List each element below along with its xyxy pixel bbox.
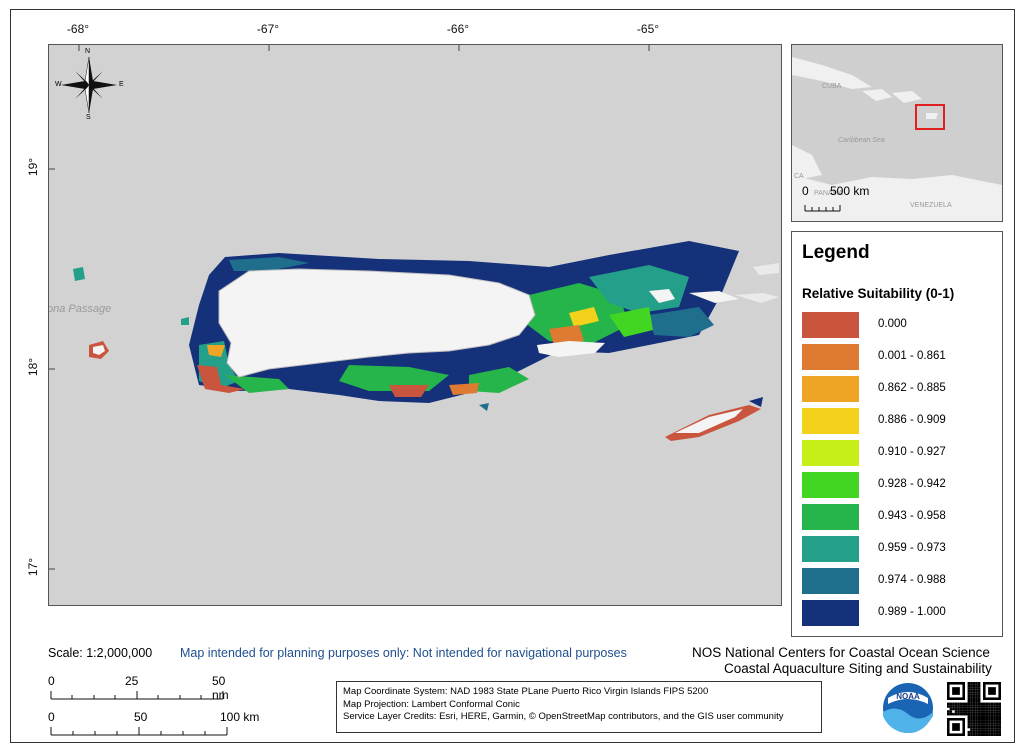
- compass-rose-icon: [61, 56, 117, 114]
- legend-item: 0.862 - 0.885: [802, 376, 992, 402]
- legend-label: 0.001 - 0.861: [878, 350, 946, 362]
- lon-tick: -68°: [66, 22, 90, 36]
- credits-line: Map Coordinate System: NAD 1983 State PL…: [343, 686, 709, 697]
- scale-km-100: 100 km: [220, 710, 260, 724]
- credits-line: Service Layer Credits: Esri, HERE, Garmi…: [343, 711, 784, 722]
- legend-subtitle: Relative Suitability (0-1): [802, 286, 955, 301]
- scale-bar-km: 0 50 100 km: [48, 710, 278, 740]
- legend-label: 0.943 - 0.958: [878, 510, 946, 522]
- legend-label: 0.989 - 1.000: [878, 606, 946, 618]
- scale-km-0: 0: [48, 710, 55, 724]
- legend-item: 0.959 - 0.973: [802, 536, 992, 562]
- legend-label: 0.928 - 0.942: [878, 478, 946, 490]
- legend-item: 0.943 - 0.958: [802, 504, 992, 530]
- org-line-1: NOS National Centers for Coastal Ocean S…: [692, 645, 990, 660]
- inset-scale-zero: 0: [802, 184, 809, 198]
- legend-swatch: [802, 472, 859, 498]
- culebra-island: [649, 289, 675, 303]
- inset-label-caribbean-sea: Caribbean Sea: [838, 137, 885, 144]
- scale-bar-nm: 0 25 50 nm: [48, 674, 238, 704]
- compass-s-label: S: [86, 114, 91, 121]
- legend-swatch: [802, 440, 859, 466]
- inset-extent-indicator: [915, 104, 945, 130]
- legend-item: 0.886 - 0.909: [802, 408, 992, 434]
- scale-km-50: 50: [134, 710, 148, 724]
- legend-label: 0.000: [878, 318, 907, 330]
- lat-tick: 17°: [26, 557, 40, 577]
- legend-swatch: [802, 504, 859, 530]
- legend-label: 0.886 - 0.909: [878, 414, 946, 426]
- legend-title: Legend: [802, 242, 870, 263]
- puerto-rico-island: [218, 268, 536, 378]
- legend-item: 0.928 - 0.942: [802, 472, 992, 498]
- legend-label: 0.959 - 0.973: [878, 542, 946, 554]
- scale-nm-25: 25: [125, 674, 139, 688]
- legend-item: 0.910 - 0.927: [802, 440, 992, 466]
- inset-map[interactable]: CUBA Caribbean Sea CA PANAMA VENEZUELA 0…: [791, 44, 1003, 222]
- scale-nm-0: 0: [48, 674, 55, 688]
- inset-label-ca: CA: [794, 173, 804, 180]
- lon-tick: -65°: [636, 22, 660, 36]
- compass-e-label: E: [119, 81, 124, 88]
- vieques-island: [537, 341, 605, 357]
- mona-passage-label: ona Passage: [48, 303, 112, 315]
- inset-label-panama: PANAMA: [814, 190, 844, 197]
- legend-label: 0.974 - 0.988: [878, 574, 946, 586]
- inset-label-venezuela: VENEZUELA: [910, 202, 952, 209]
- compass-n-label: N: [85, 48, 91, 55]
- credits-line: Map Projection: Lambert Conformal Conic: [343, 698, 520, 710]
- legend-item: 0.974 - 0.988: [802, 568, 992, 594]
- legend-swatch: [802, 568, 859, 594]
- legend-swatch: [802, 600, 859, 626]
- org-line-2: Coastal Aquaculture Siting and Sustainab…: [724, 661, 992, 676]
- credits-box: Map Coordinate System: NAD 1983 State PL…: [336, 681, 822, 733]
- legend-swatch: [802, 536, 859, 562]
- legend-label: 0.910 - 0.927: [878, 446, 946, 458]
- lat-tick: 19°: [26, 157, 40, 177]
- disclaimer-text: Map intended for planning purposes only:…: [180, 646, 627, 660]
- qr-code-icon[interactable]: [947, 682, 1001, 736]
- compass-w-label: W: [55, 81, 62, 88]
- inset-scale-label: 500 km: [830, 184, 870, 198]
- inset-label-cuba: CUBA: [822, 83, 842, 90]
- main-map[interactable]: N S W E ona Passage: [48, 44, 782, 606]
- legend-item: 0.001 - 0.861: [802, 344, 992, 370]
- map-frame: [10, 9, 1015, 743]
- legend-swatch: [802, 312, 859, 338]
- lon-tick: -67°: [256, 22, 280, 36]
- lat-tick: 18°: [26, 357, 40, 377]
- noaa-logo: NOAA: [882, 682, 934, 734]
- lon-tick: -66°: [446, 22, 470, 36]
- legend-swatch: [802, 344, 859, 370]
- noaa-logo-text: NOAA: [896, 692, 920, 701]
- legend-item: 0.989 - 1.000: [802, 600, 992, 626]
- legend-swatch: [802, 376, 859, 402]
- legend-panel: Legend Relative Suitability (0-1) 0.000 0…: [791, 231, 1003, 637]
- legend-label: 0.862 - 0.885: [878, 382, 946, 394]
- legend-swatch: [802, 408, 859, 434]
- map-scale-text: Scale: 1:2,000,000: [48, 646, 153, 660]
- legend-item: 0.000: [802, 312, 992, 338]
